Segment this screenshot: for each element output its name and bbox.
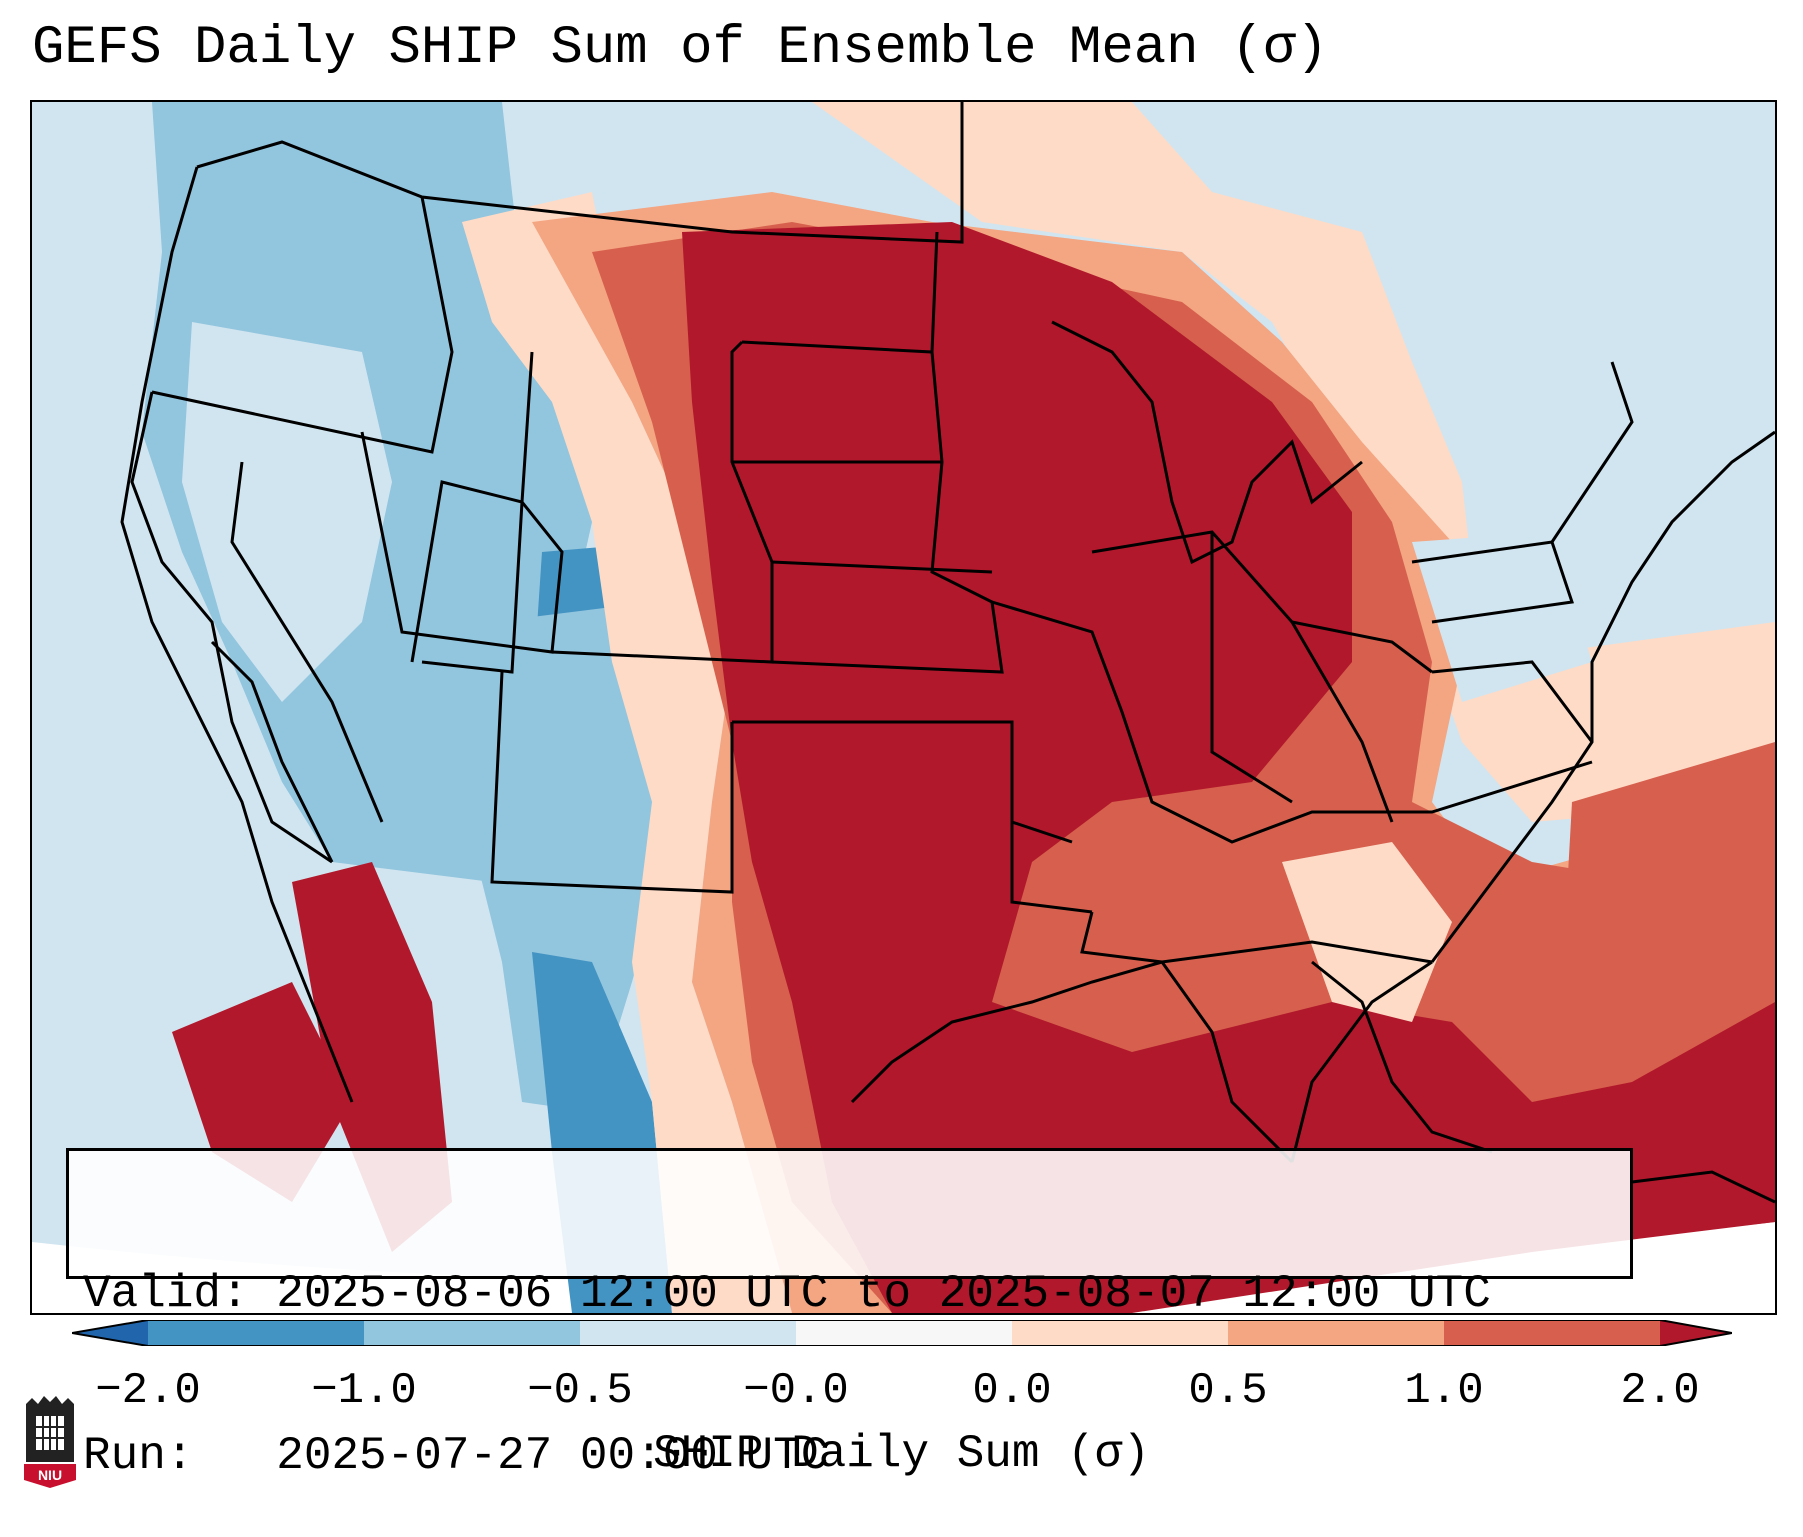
chart-title: GEFS Daily SHIP Sum of Ensemble Mean (σ) bbox=[32, 18, 1329, 79]
region-slight-positive-ne bbox=[812, 102, 1775, 822]
colorbar-segment bbox=[1012, 1320, 1228, 1346]
colorbar-tick-label: −1.0 bbox=[311, 1366, 417, 1416]
colorbar-tick-label: −0.5 bbox=[527, 1366, 633, 1416]
colorbar-tick-label: −2.0 bbox=[95, 1366, 201, 1416]
off-map-area bbox=[32, 1222, 1775, 1313]
valid-run-info-box: Valid: 2025-08-06 12:00 UTC to 2025-08-0… bbox=[66, 1148, 1633, 1482]
map-svg bbox=[32, 102, 1775, 1313]
colorbar-tick-label: −0.0 bbox=[743, 1366, 849, 1416]
colorbar-tick-label: 2.0 bbox=[1620, 1366, 1700, 1416]
region-slight-negative-newengland bbox=[1482, 322, 1652, 572]
logo-text: NIU bbox=[38, 1467, 62, 1483]
colorbar-tick-label: 0.5 bbox=[1188, 1366, 1268, 1416]
colorbar-segment bbox=[1444, 1320, 1660, 1346]
map-panel bbox=[30, 100, 1777, 1315]
region-strong-positive-pacific bbox=[172, 982, 352, 1202]
colorbar-segment bbox=[148, 1320, 364, 1346]
colorbar-segment bbox=[796, 1320, 1012, 1346]
region-positive-atlantic bbox=[1562, 742, 1775, 1062]
colorbar-segment bbox=[580, 1320, 796, 1346]
run-time-text: Run: 2025-07-27 00:00 UTC bbox=[83, 1430, 829, 1482]
region-strong-positive-core bbox=[682, 222, 1775, 1313]
colorbar-over-triangle bbox=[1660, 1320, 1732, 1346]
valid-time-text: Valid: 2025-08-06 12:00 UTC to 2025-08-0… bbox=[83, 1268, 1491, 1320]
colorbar-segment bbox=[364, 1320, 580, 1346]
niu-castle-icon: NIU bbox=[24, 1396, 76, 1488]
colorbar-label: SHIP Daily Sum (σ) bbox=[653, 1428, 1150, 1480]
colorbar-tick-label: 0.0 bbox=[972, 1366, 1052, 1416]
colorbar-segment bbox=[1228, 1320, 1444, 1346]
state-borders bbox=[130, 102, 1634, 1164]
colorbar-under-triangle bbox=[72, 1320, 148, 1346]
region-slight-negative-midatlantic bbox=[1412, 532, 1592, 702]
region-negative-sw bbox=[472, 602, 682, 1112]
colorbar bbox=[72, 1320, 1732, 1346]
coastlines bbox=[120, 166, 1775, 1204]
region-slight-negative-gb bbox=[182, 322, 392, 702]
region-slight-negative-canada-east bbox=[1362, 102, 1775, 422]
colorbar-tick-label: 1.0 bbox=[1404, 1366, 1484, 1416]
